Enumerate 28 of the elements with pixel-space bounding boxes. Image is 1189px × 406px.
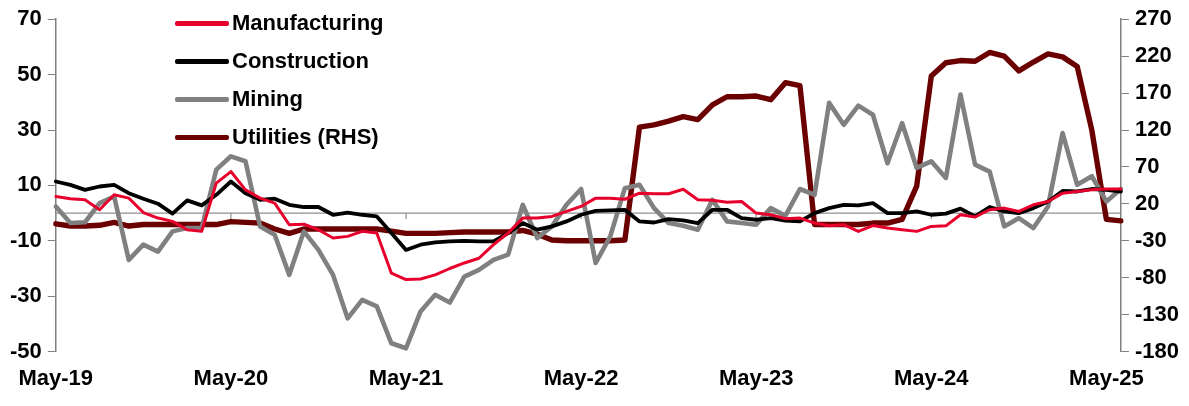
legend-label: Manufacturing: [232, 10, 384, 36]
y2-tick-label: -30: [1134, 226, 1167, 252]
y2-tick-label: 70: [1134, 153, 1160, 178]
x-tick-label: May-21: [368, 364, 444, 390]
legend-label: Utilities (RHS): [232, 124, 379, 150]
y2-tick-label: 270: [1134, 5, 1172, 31]
y2-tick-label: -180: [1134, 337, 1180, 363]
y-tick-label: -30: [10, 282, 42, 308]
y2-tick-label: 220: [1134, 42, 1172, 68]
x-tick-label: May-23: [718, 364, 794, 390]
y-tick-label: -10: [10, 226, 42, 252]
y-tick-label: 10: [17, 171, 42, 197]
y2-tick-label: -80: [1134, 263, 1167, 289]
y2-tick-label: 20: [1134, 189, 1160, 215]
y-tick-label: 70: [17, 5, 42, 31]
y2-tick-label: 120: [1134, 116, 1172, 142]
x-tick-label: May-19: [18, 364, 94, 390]
legend-label: Mining: [232, 86, 303, 112]
y-tick-label: -50: [10, 337, 42, 363]
legend-label: Construction: [232, 48, 369, 74]
y2-tick-label: 170: [1134, 79, 1172, 105]
x-tick-label: May-25: [1069, 364, 1144, 390]
y-tick-label: 50: [17, 60, 42, 86]
y-tick-label: 30: [17, 116, 42, 142]
x-tick-label: May-24: [893, 364, 970, 390]
y2-tick-label: -130: [1134, 300, 1180, 326]
x-tick-label: May-20: [193, 364, 269, 390]
x-tick-label: May-22: [543, 364, 619, 390]
